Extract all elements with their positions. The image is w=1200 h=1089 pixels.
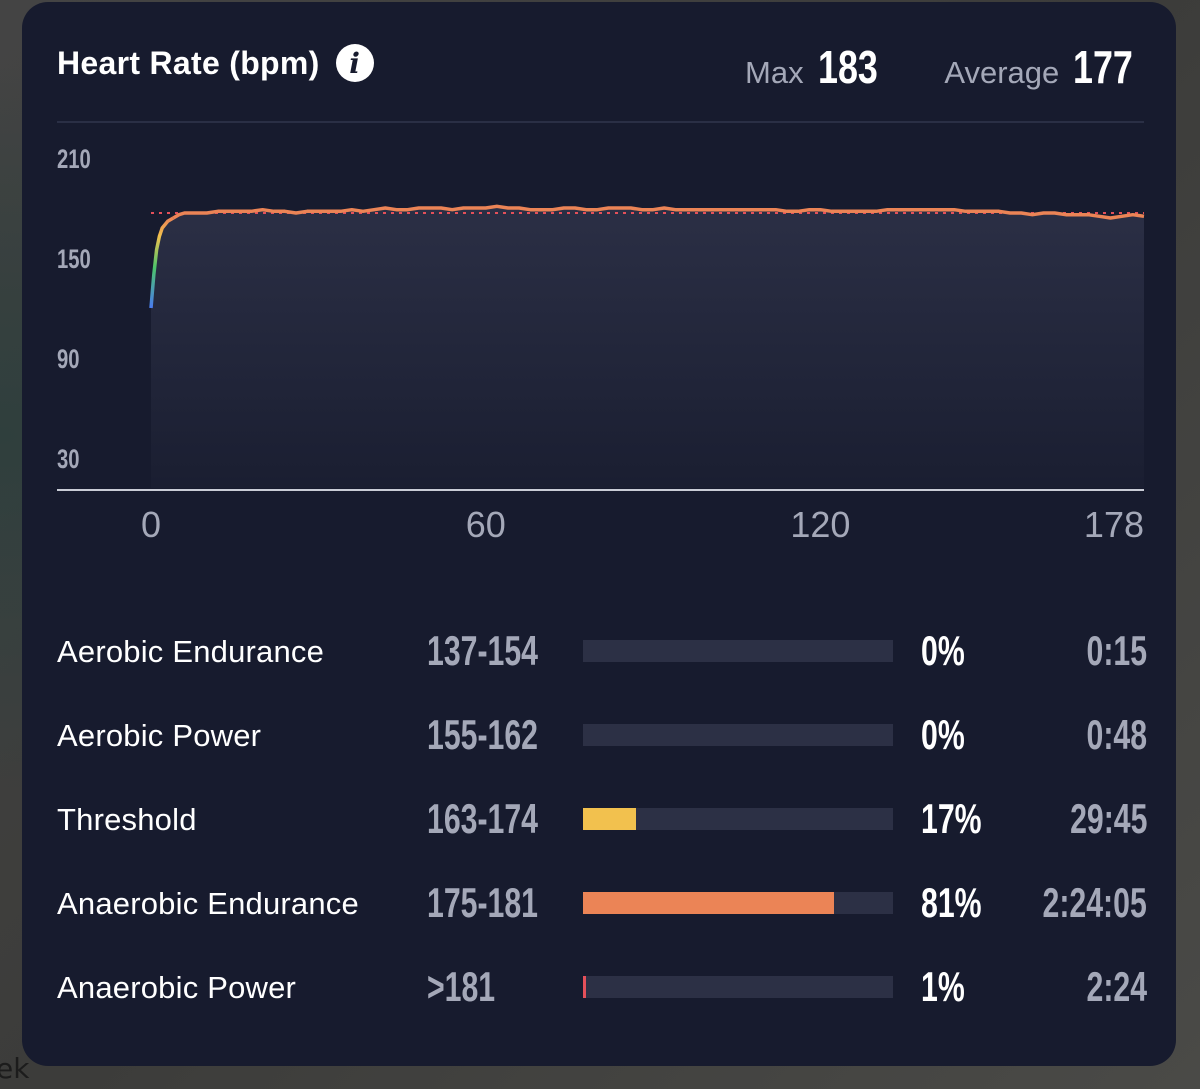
- x-tick-label: 120: [790, 504, 850, 545]
- y-tick-label: 30: [57, 444, 80, 475]
- y-tick-label: 150: [57, 244, 91, 275]
- heart-rate-stats: Max 183 Average 177: [745, 40, 1142, 94]
- zone-row: Anaerobic Power >181 1% 2:24: [57, 948, 1147, 1032]
- heart-rate-zones: Aerobic Endurance 137-154 0% 0:15 Aerobic Po…: [57, 612, 1147, 1032]
- zone-time: 2:24:05: [1042, 879, 1147, 926]
- average-value: 177: [1073, 41, 1134, 93]
- heart-rate-card: Heart Rate (bpm) i Max 183 Average 177 2…: [22, 2, 1176, 1066]
- zone-row: Threshold 163-174 17% 29:45: [57, 780, 1147, 864]
- zone-time: 0:48: [1086, 711, 1147, 758]
- zone-percent: 0%: [921, 627, 965, 674]
- zone-row: Aerobic Power 155-162 0% 0:48: [57, 696, 1147, 780]
- zone-bar-track: [583, 976, 893, 998]
- max-label: Max: [745, 55, 804, 90]
- zone-bar-track: [583, 640, 893, 662]
- zone-range: 155-162: [427, 711, 538, 758]
- zone-range: 137-154: [427, 627, 538, 674]
- info-icon[interactable]: i: [335, 44, 374, 82]
- zone-range: 163-174: [427, 795, 538, 842]
- zone-percent: 1%: [921, 963, 965, 1010]
- zone-percent: 81%: [921, 879, 982, 926]
- zone-row: Anaerobic Endurance 175-181 81% 2:24:05: [57, 864, 1147, 948]
- chart-area-fill: [151, 206, 1144, 489]
- zone-bar-fill: [583, 976, 587, 998]
- map-label: ek: [0, 1052, 30, 1085]
- y-tick-label: 90: [57, 344, 80, 375]
- x-tick-label: 0: [141, 504, 161, 545]
- zone-bar-fill: [583, 892, 835, 914]
- zone-name: Aerobic Power: [57, 718, 262, 753]
- y-tick-label: 210: [57, 144, 91, 175]
- x-tick-label: 178: [1084, 504, 1144, 545]
- zone-time: 2:24: [1086, 963, 1147, 1010]
- zone-time: 29:45: [1069, 795, 1147, 842]
- heart-rate-line-warmup: [149, 216, 175, 309]
- zone-bar-track: [583, 892, 893, 914]
- zone-name: Anaerobic Power: [57, 970, 297, 1005]
- zone-bar-track: [583, 724, 893, 746]
- zone-percent: 0%: [921, 711, 965, 758]
- zone-time: 0:15: [1086, 627, 1147, 674]
- zone-name: Threshold: [57, 802, 197, 837]
- zone-bar-fill: [583, 808, 636, 830]
- zone-percent: 17%: [921, 795, 982, 842]
- zone-row: Aerobic Endurance 137-154 0% 0:15: [57, 612, 1147, 696]
- zone-range: >181: [427, 963, 496, 1010]
- x-tick-label: 60: [466, 504, 506, 545]
- header-divider: [57, 121, 1144, 123]
- card-header: Heart Rate (bpm) i: [57, 44, 374, 82]
- zone-range: 175-181: [427, 879, 538, 926]
- zone-name: Anaerobic Endurance: [57, 886, 359, 921]
- heart-rate-line: [172, 204, 1145, 220]
- average-label: Average: [944, 55, 1060, 90]
- max-value: 183: [817, 41, 878, 93]
- zone-bar-track: [583, 808, 893, 830]
- chart-title: Heart Rate (bpm): [57, 44, 320, 81]
- heart-rate-chart: 210 150 90 30 0 60 120 178: [57, 144, 1145, 545]
- zone-name: Aerobic Endurance: [57, 634, 325, 669]
